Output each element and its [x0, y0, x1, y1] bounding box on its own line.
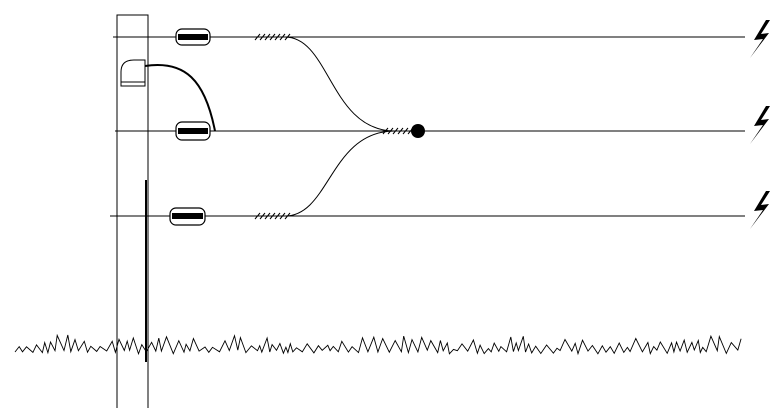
fence-post	[116, 14, 149, 408]
voltage-bolt	[750, 106, 770, 144]
insulator	[169, 207, 206, 226]
connector	[411, 124, 425, 138]
insulator	[175, 28, 211, 46]
jumper-bottom	[284, 130, 396, 217]
insulator	[175, 121, 211, 141]
jumper-top	[284, 36, 396, 132]
voltage-bolt	[750, 191, 770, 229]
lead-wire	[144, 64, 216, 132]
grass	[14, 333, 742, 356]
energizer	[120, 59, 146, 87]
voltage-bolt	[750, 20, 770, 58]
